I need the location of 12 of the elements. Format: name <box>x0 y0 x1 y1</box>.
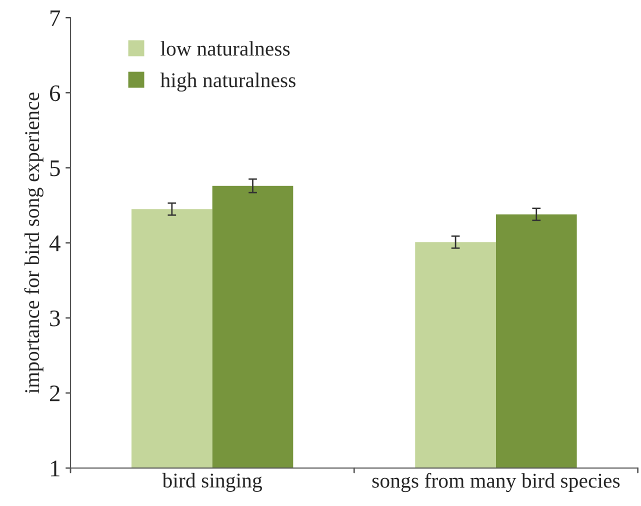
y-tick-label: 5 <box>50 160 60 176</box>
y-tick-label: 7 <box>50 10 60 26</box>
y-tick-label: 1 <box>51 460 60 476</box>
y-tick-label: 2 <box>50 386 60 402</box>
legend-label: high naturalness <box>160 72 296 92</box>
y-axis-title: importance for bird song experience <box>24 92 44 394</box>
y-tick-label: 3 <box>50 310 60 326</box>
x-tick-label: songs from many bird species <box>372 472 620 492</box>
legend-label: low naturalness <box>160 41 290 56</box>
x-tick-label: bird singing <box>162 472 262 492</box>
y-tick-label: 6 <box>50 85 60 102</box>
y-tick-label: 4 <box>49 236 60 252</box>
